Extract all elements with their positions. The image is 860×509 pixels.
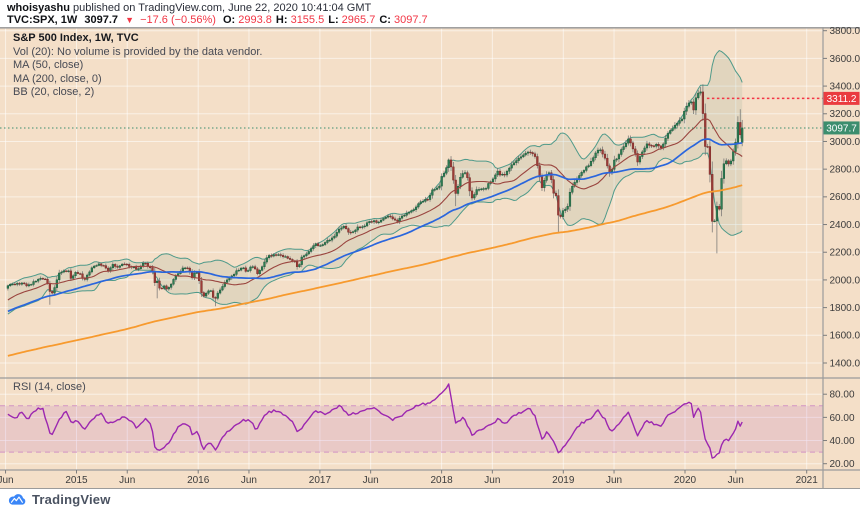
last-price-value: 3097.7 [84,14,119,26]
candles-layer [6,84,744,307]
svg-text:40.00: 40.00 [830,436,855,447]
svg-text:2016: 2016 [187,475,210,486]
svg-text:2018: 2018 [430,475,453,486]
svg-text:2600.0: 2600.0 [830,192,860,203]
svg-text:Jun: Jun [119,475,135,486]
svg-text:1600.0: 1600.0 [830,331,860,342]
grid-lines [0,28,823,470]
svg-text:3097.7: 3097.7 [826,123,857,134]
svg-text:2021: 2021 [796,475,819,486]
price-change: −17.6 (−0.56%) [140,14,216,26]
ohlc-value: 2993.8 [235,14,272,26]
svg-text:2019: 2019 [552,475,575,486]
svg-text:3311.2: 3311.2 [827,94,857,105]
arrow-down-icon: ▼ [125,15,134,25]
svg-text:2000.0: 2000.0 [830,275,860,286]
svg-text:1400.0: 1400.0 [830,358,860,369]
price-badge [823,91,860,105]
footer: TradingView [0,489,860,509]
svg-text:Jun: Jun [728,475,744,486]
moving-averages-layer [7,118,743,357]
publish-info: published on TradingView.com, June 22, 2… [69,2,372,14]
svg-text:Jun: Jun [241,475,257,486]
svg-text:Jun: Jun [363,475,379,486]
svg-text:Jun: Jun [0,475,14,486]
author-name[interactable]: whoisyashu [7,2,70,14]
publish-line: whoisyashu published on TradingView.com,… [7,2,860,14]
ohlc-label: C: [379,14,391,26]
svg-text:2200.0: 2200.0 [830,248,860,259]
ohlc-value: 3097.7 [390,14,428,26]
svg-text:2017: 2017 [309,475,332,486]
rsi-legend[interactable]: RSI (14, close) [13,381,86,393]
svg-text:2015: 2015 [65,475,88,486]
ohlc-label: O: [222,14,236,26]
svg-text:2020: 2020 [674,475,697,486]
rsi-band [0,405,823,453]
svg-text:3400.0: 3400.0 [830,81,860,92]
svg-text:80.00: 80.00 [830,390,855,401]
symbol-interval[interactable]: TVC:SPX, 1W [7,14,78,26]
svg-text:60.00: 60.00 [830,413,855,424]
svg-text:Jun: Jun [606,475,622,486]
svg-text:2400.0: 2400.0 [830,220,860,231]
svg-text:1800.0: 1800.0 [830,303,860,314]
chart-background [0,27,860,489]
brand-name[interactable]: TradingView [32,491,111,507]
svg-text:3200.0: 3200.0 [830,109,860,120]
ohlc-values: O: 2993.8 H: 3155.5 L: 2965.7 C: 3097.7 [223,14,432,26]
time-axis[interactable]: Jun 2015 Jun 2016 Jun 2017 Jun 2018 Jun 2019 Jun 20… [0,470,818,486]
publish-header: whoisyashu published on TradingView.com,… [0,0,860,27]
price-level-lines [0,97,823,129]
rsi-line-layer [7,383,743,459]
ohlc-label: H: [275,14,288,26]
symbol-line: TVC:SPX, 1W 3097.7 ▼ −17.6 (−0.56%) O: 2… [7,14,860,26]
svg-text:20.00: 20.00 [830,459,855,470]
tradingview-logo-icon[interactable] [7,492,27,507]
svg-text:3800.0: 3800.0 [830,26,860,37]
price-badge [823,121,860,135]
ohlc-label: L: [328,14,339,26]
svg-text:3600.0: 3600.0 [830,54,860,65]
ohlc-value: 3155.5 [287,14,325,26]
svg-text:Jun: Jun [484,475,500,486]
panel-borders [0,27,860,490]
rsi-axis[interactable]: 80.00 60.00 40.00 20.00 [823,390,855,470]
svg-text:3000.0: 3000.0 [830,137,860,148]
svg-text:2800.0: 2800.0 [830,165,860,176]
price-axis[interactable]: 3800.0 3600.0 3400.0 3200.0 3000.0 2800.0 2600… [823,26,860,369]
ohlc-value: 2965.7 [338,14,376,26]
